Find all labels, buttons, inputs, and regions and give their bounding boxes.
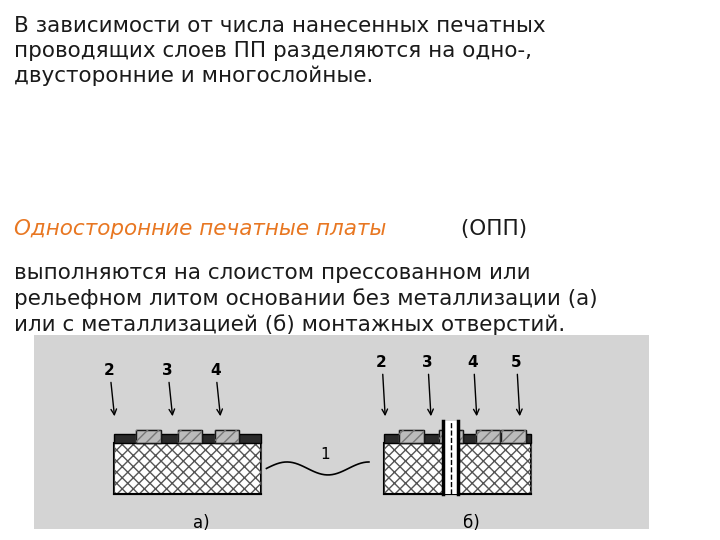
Text: 3: 3: [422, 355, 432, 370]
Bar: [215, 430, 239, 443]
Text: 5: 5: [510, 355, 521, 370]
Text: 3: 3: [162, 363, 173, 378]
Bar: [475, 430, 500, 443]
Text: 2: 2: [376, 355, 387, 370]
Bar: [114, 443, 261, 494]
Bar: [136, 430, 161, 443]
Bar: [215, 430, 239, 443]
Text: б): б): [463, 514, 480, 532]
Bar: [178, 430, 202, 443]
Bar: [178, 430, 202, 443]
Text: В зависимости от числа нанесенных печатных
проводящих слоев ПП разделяются на од: В зависимости от числа нанесенных печатн…: [14, 16, 545, 86]
Bar: [501, 430, 526, 443]
Bar: [384, 443, 531, 494]
Text: (ОПП): (ОПП): [454, 219, 528, 239]
Text: 2: 2: [104, 363, 114, 378]
Bar: [114, 434, 261, 443]
Bar: [399, 430, 423, 443]
Bar: [444, 421, 459, 494]
Bar: [501, 430, 526, 443]
Bar: [384, 443, 531, 494]
Bar: [399, 430, 423, 443]
Text: а): а): [193, 514, 210, 532]
Bar: [438, 430, 463, 443]
Text: 4: 4: [467, 355, 478, 370]
Text: выполняются на слоистом прессованном или
рельефном литом основании без металлиза: выполняются на слоистом прессованном или…: [14, 263, 598, 335]
Text: 4: 4: [210, 363, 220, 378]
Text: 1: 1: [320, 447, 330, 462]
Bar: [136, 430, 161, 443]
Bar: [114, 443, 261, 494]
Bar: [475, 430, 500, 443]
Bar: [34, 335, 649, 529]
Text: Односторонние печатные платы: Односторонние печатные платы: [14, 219, 386, 239]
Bar: [438, 430, 463, 443]
Bar: [384, 434, 531, 443]
